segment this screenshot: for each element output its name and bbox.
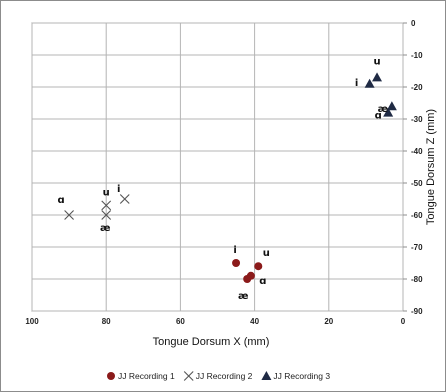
- y-tick-label: -30: [411, 115, 423, 124]
- legend-marker: [261, 371, 272, 380]
- point-label: æ: [238, 291, 248, 302]
- legend-marker: [107, 372, 115, 380]
- x-tick-label: 60: [176, 317, 185, 326]
- y-tick-label: -60: [411, 211, 423, 220]
- point-label: æ: [378, 104, 388, 115]
- y-tick-label: -80: [411, 275, 423, 284]
- point-label: u: [263, 248, 270, 259]
- data-point: [243, 275, 252, 283]
- point-label: ɑ: [375, 111, 382, 122]
- legend-label: JJ Recording 1: [118, 371, 175, 381]
- point-label: i: [355, 78, 358, 89]
- point-label: ɑ: [259, 276, 266, 287]
- plot-area: [31, 22, 404, 312]
- y-tick-label: -10: [411, 51, 423, 60]
- data-point: [101, 200, 112, 211]
- legend: JJ Recording 1 JJ Recording 2 JJ Recording…: [107, 371, 330, 381]
- data-point: [364, 78, 375, 88]
- x-axis-title: Tongue Dorsum X (mm): [153, 336, 270, 348]
- point-label: i: [233, 245, 236, 256]
- x-tick-label: 100: [25, 317, 39, 326]
- x-tick-label: 40: [250, 317, 259, 326]
- x-tick-label: 0: [401, 317, 406, 326]
- data-point: [383, 107, 394, 117]
- legend-marker: [183, 371, 194, 381]
- point-label: æ: [100, 223, 110, 234]
- y-tick-label: -20: [411, 83, 423, 92]
- y-tick-label: 0: [411, 19, 416, 28]
- data-point: [254, 262, 263, 271]
- y-tick-label: -50: [411, 179, 423, 188]
- data-point: [64, 210, 74, 220]
- data-point: [386, 101, 397, 111]
- y-tick-label: -90: [411, 307, 423, 316]
- data-point: [232, 259, 241, 267]
- legend-label: JJ Recording 3: [273, 371, 330, 381]
- x-tick-label: 20: [324, 317, 333, 326]
- y-axis-title: Tongue Dorsum Z (mm): [425, 109, 437, 225]
- y-tick-label: -40: [411, 147, 423, 156]
- point-label: u: [373, 56, 380, 67]
- data-point: [372, 72, 383, 82]
- data-point: [101, 210, 112, 220]
- data-point: [119, 194, 130, 204]
- x-tick-label: 80: [102, 317, 111, 326]
- data-points: [64, 72, 397, 283]
- point-label: ɑ: [58, 195, 65, 206]
- point-label: i: [117, 184, 120, 195]
- gridlines: [31, 22, 407, 312]
- point-label: u: [103, 187, 110, 198]
- legend-label: JJ Recording 2: [196, 371, 253, 381]
- tick-labels: 100 80 60 40 20 0 0 -10 -20 -30 -40 -50 -60 -70 -80 -90: [25, 19, 423, 326]
- y-tick-label: -70: [411, 243, 423, 252]
